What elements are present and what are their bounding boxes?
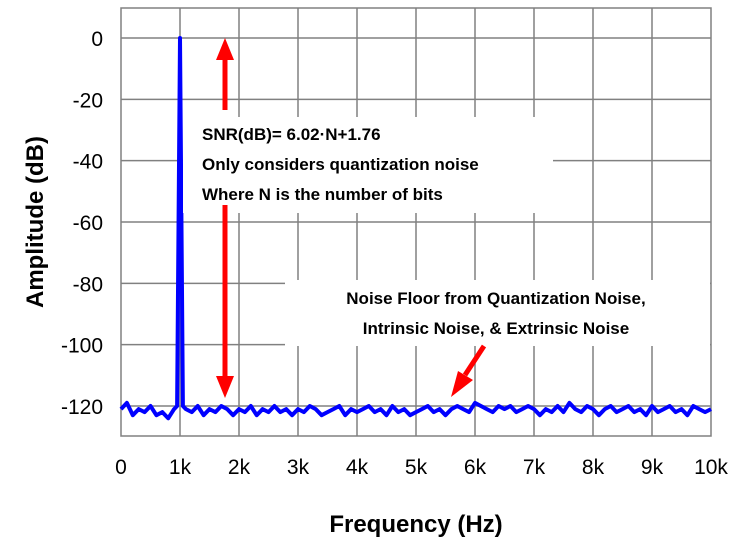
y-tick-label: -20 bbox=[73, 89, 103, 112]
x-axis-title: Frequency (Hz) bbox=[329, 511, 502, 538]
noise-floor-text-line2: Intrinsic Noise, & Extrinsic Noise bbox=[363, 319, 629, 338]
y-tick-label: -80 bbox=[73, 273, 103, 296]
noise-floor-text-line1: Noise Floor from Quantization Noise, bbox=[346, 289, 645, 308]
snr-arrow-down-head bbox=[216, 376, 234, 398]
x-tick-labels: 0 1k 2k 3k 4k 5k 6k 7k 8k 9k 10k bbox=[115, 456, 728, 479]
x-tick-label: 3k bbox=[287, 456, 310, 479]
plot-frame bbox=[120, 7, 712, 437]
y-tick-label: 0 bbox=[91, 28, 103, 51]
x-tick-label: 1k bbox=[169, 456, 192, 479]
snr-formula-text: SNR(dB)= 6.02·N+1.76 bbox=[202, 125, 381, 144]
x-tick-label: 7k bbox=[523, 456, 546, 479]
noise-annotation-box bbox=[285, 280, 710, 346]
snr-annotation-box bbox=[183, 117, 553, 213]
x-tick-label: 2k bbox=[228, 456, 251, 479]
spectrum-series-line bbox=[119, 36, 712, 421]
y-tick-label: -40 bbox=[73, 151, 103, 174]
y-tick-label: -120 bbox=[61, 396, 103, 419]
series-group bbox=[119, 36, 712, 421]
y-tick-label: -100 bbox=[61, 335, 103, 358]
x-tick-label: 6k bbox=[464, 456, 487, 479]
y-tick-label: -60 bbox=[73, 212, 103, 235]
x-tick-label: 5k bbox=[405, 456, 428, 479]
snr-bits-text: Where N is the number of bits bbox=[202, 185, 443, 204]
x-tick-label: 0 bbox=[115, 456, 127, 479]
x-tick-label: 4k bbox=[346, 456, 369, 479]
noise-arrow-head bbox=[451, 371, 473, 397]
y-tick-labels: 0 -20 -40 -60 -80 -100 -120 bbox=[61, 28, 103, 419]
x-tick-label: 9k bbox=[641, 456, 664, 479]
y-axis-title: Amplitude (dB) bbox=[22, 136, 49, 308]
snr-arrow-up-head bbox=[216, 38, 234, 60]
x-tick-label: 8k bbox=[582, 456, 605, 479]
snr-note-text: Only considers quantization noise bbox=[202, 155, 479, 174]
x-tick-label: 10k bbox=[694, 456, 728, 479]
annotation-arrows bbox=[216, 38, 487, 398]
noise-arrow-shaft bbox=[462, 344, 487, 377]
